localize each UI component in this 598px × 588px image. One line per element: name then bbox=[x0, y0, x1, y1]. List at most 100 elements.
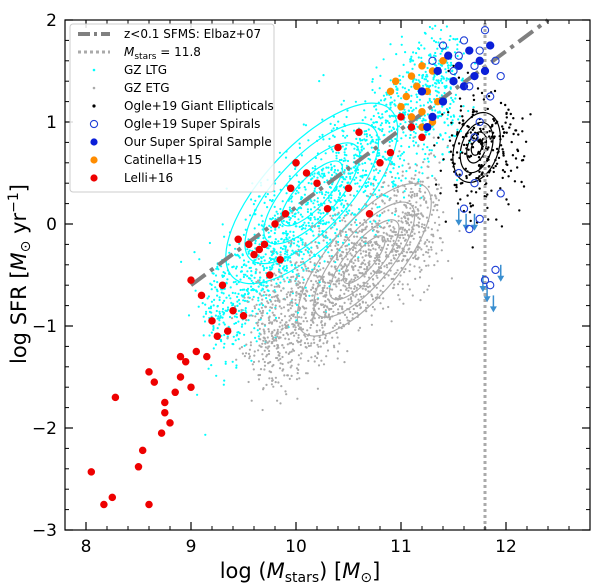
gz-etg-cloud-point bbox=[376, 252, 379, 255]
gz-etg-cloud-point bbox=[312, 307, 315, 310]
gz-ltg-cloud-point bbox=[217, 315, 220, 318]
ogle-giant-ellipticals-cloud-point bbox=[487, 165, 490, 168]
gz-ltg-cloud-point bbox=[326, 179, 329, 182]
gz-ltg-cloud-point bbox=[422, 104, 425, 107]
ogle-giant-ellipticals-cloud-point bbox=[509, 112, 512, 116]
gz-etg-cloud-point bbox=[316, 269, 319, 272]
gz-etg-cloud-point bbox=[326, 287, 329, 290]
gz-ltg-cloud-point bbox=[332, 209, 335, 212]
gz-etg-cloud-point bbox=[340, 327, 343, 330]
gz-ltg-cloud-point bbox=[303, 193, 306, 196]
gz-etg-cloud-point bbox=[251, 363, 254, 366]
gz-ltg-cloud-point bbox=[384, 121, 388, 124]
gz-etg-cloud-point bbox=[284, 390, 287, 393]
gz-etg-cloud-point bbox=[338, 272, 341, 275]
gz-etg-cloud-point bbox=[355, 244, 358, 247]
ogle-giant-ellipticals-cloud-point bbox=[502, 150, 505, 154]
gz-etg-cloud-point bbox=[324, 311, 327, 315]
gz-ltg-cloud-point bbox=[313, 216, 316, 219]
lelli-point bbox=[260, 240, 269, 249]
gz-etg-cloud-point bbox=[391, 244, 394, 247]
gz-ltg-cloud-point bbox=[342, 193, 345, 197]
lelli-point bbox=[111, 393, 120, 402]
gz-etg-cloud-point bbox=[392, 226, 395, 229]
ogle-giant-ellipticals-cloud-point bbox=[482, 98, 486, 101]
gz-etg-cloud-point bbox=[380, 246, 383, 249]
gz-etg-cloud-point bbox=[294, 326, 297, 329]
ogle-giant-ellipticals-cloud-point bbox=[494, 122, 497, 125]
gz-ltg-cloud-point bbox=[296, 244, 299, 247]
gz-ltg-cloud-point bbox=[258, 243, 261, 246]
gz-etg-cloud-point bbox=[428, 153, 431, 156]
gz-etg-cloud-point bbox=[422, 161, 425, 164]
gz-etg-cloud-point bbox=[427, 226, 430, 229]
gz-ltg-cloud-point bbox=[297, 218, 300, 221]
gz-etg-cloud-point bbox=[367, 264, 371, 267]
gz-etg-cloud-point bbox=[433, 264, 436, 267]
gz-etg-cloud-point bbox=[420, 212, 423, 215]
gz-ltg-cloud-point bbox=[313, 206, 316, 209]
ogle-giant-ellipticals-cloud-point bbox=[486, 174, 489, 177]
gz-etg-cloud-point bbox=[306, 338, 309, 341]
gz-etg-cloud-point bbox=[342, 325, 345, 328]
gz-etg-cloud-point bbox=[411, 226, 414, 229]
gz-ltg-cloud-point bbox=[304, 188, 307, 191]
gz-etg-cloud-point bbox=[413, 195, 416, 198]
gz-ltg-cloud-point bbox=[196, 393, 199, 396]
lelli-point bbox=[187, 276, 195, 284]
gz-etg-cloud-point bbox=[375, 258, 378, 262]
our-super-spiral-point bbox=[417, 87, 427, 96]
gz-ltg-cloud-point bbox=[389, 170, 392, 173]
gz-ltg-cloud-point bbox=[429, 84, 432, 88]
gz-ltg-cloud-point bbox=[210, 331, 213, 334]
legend-label: GZ ETG bbox=[124, 81, 170, 95]
gz-ltg-cloud-point bbox=[389, 101, 392, 104]
gz-ltg-cloud-point bbox=[422, 143, 426, 146]
gz-ltg-cloud-point bbox=[437, 91, 440, 94]
gz-ltg-cloud-point bbox=[297, 180, 300, 183]
gz-etg-cloud-point bbox=[294, 302, 297, 305]
gz-etg-cloud-point bbox=[348, 319, 351, 323]
gz-etg-cloud-point bbox=[316, 351, 319, 354]
gz-etg-cloud-point bbox=[335, 322, 338, 326]
gz-etg-cloud-point bbox=[281, 362, 284, 366]
gz-ltg-cloud-point bbox=[324, 222, 327, 226]
gz-etg-cloud-point bbox=[348, 283, 351, 287]
ogle-giant-ellipticals-cloud-point bbox=[501, 125, 504, 128]
gz-etg-cloud-point bbox=[298, 281, 301, 284]
gz-ltg-cloud-point bbox=[444, 86, 447, 89]
gz-ltg-cloud-point bbox=[441, 138, 444, 141]
gz-ltg-cloud-point bbox=[233, 315, 236, 318]
gz-ltg-cloud-point bbox=[388, 130, 391, 133]
gz-ltg-cloud-point bbox=[453, 51, 457, 54]
gz-ltg-cloud-point bbox=[353, 157, 356, 160]
gz-etg-cloud-point bbox=[367, 276, 371, 279]
gz-etg-cloud-point bbox=[295, 294, 298, 297]
gz-ltg-cloud-point bbox=[250, 359, 253, 362]
gz-etg-cloud-point bbox=[388, 199, 391, 202]
gz-etg-cloud-point bbox=[425, 264, 428, 267]
gz-etg-cloud-point bbox=[375, 242, 378, 245]
gz-etg-cloud-point bbox=[418, 242, 421, 245]
gz-etg-cloud-point bbox=[404, 212, 407, 215]
legend-swatch bbox=[92, 104, 96, 108]
gz-etg-cloud-point bbox=[263, 364, 267, 367]
gz-etg-cloud-point bbox=[375, 271, 378, 275]
gz-etg-cloud-point bbox=[360, 230, 363, 233]
gz-etg-cloud-point bbox=[374, 203, 377, 206]
lelli-point bbox=[239, 312, 248, 320]
gz-etg-cloud-point bbox=[339, 289, 342, 292]
gz-ltg-cloud-point bbox=[224, 272, 227, 275]
gz-ltg-cloud-point bbox=[337, 240, 340, 244]
gz-ltg-cloud-point bbox=[327, 251, 330, 254]
gz-ltg-cloud-point bbox=[387, 219, 390, 222]
gz-etg-cloud-point bbox=[388, 144, 391, 147]
gz-ltg-cloud-point bbox=[323, 260, 326, 263]
gz-etg-cloud-point bbox=[317, 279, 320, 282]
lelli-point bbox=[344, 184, 353, 193]
gz-ltg-cloud-point bbox=[227, 263, 230, 266]
gz-ltg-cloud-point bbox=[235, 316, 238, 319]
gz-etg-cloud-point bbox=[331, 336, 334, 339]
gz-etg-cloud-point bbox=[381, 211, 384, 215]
gz-ltg-cloud-point bbox=[325, 241, 329, 244]
